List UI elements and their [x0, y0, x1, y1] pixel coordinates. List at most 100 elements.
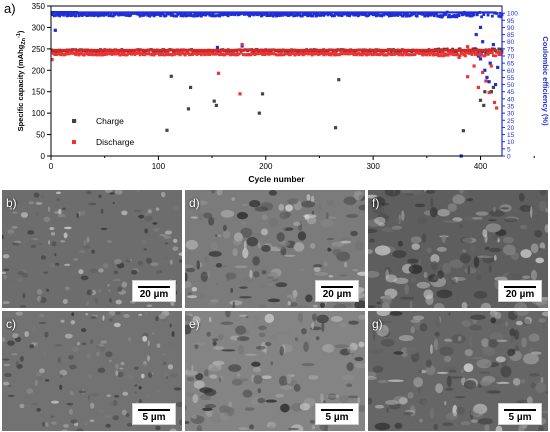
discharge-point — [310, 53, 314, 57]
efficiency-point — [465, 13, 468, 17]
efficiency-point — [279, 14, 283, 17]
efficiency-point — [406, 12, 409, 16]
sem-panel-d: d) 20 µm — [185, 190, 365, 308]
discharge-point — [156, 51, 160, 55]
efficiency-point — [497, 14, 501, 18]
y-left-tick-label: 100 — [32, 109, 46, 118]
discharge-point — [365, 53, 369, 57]
efficiency-point — [264, 12, 268, 16]
efficiency-series — [50, 10, 504, 158]
efficiency-point — [226, 14, 230, 18]
efficiency-point — [125, 13, 129, 17]
charge-outlier-point — [212, 99, 216, 103]
efficiency-point — [326, 13, 330, 17]
discharge-point — [338, 53, 342, 56]
efficiency-point — [274, 13, 277, 16]
discharge-point — [231, 53, 234, 57]
charge-point — [438, 50, 442, 54]
efficiency-point — [277, 14, 281, 17]
scale-bar-line — [321, 409, 353, 411]
scale-bar: 20 µm — [315, 280, 359, 302]
x-tick-label: 200 — [259, 162, 273, 171]
efficiency-point — [98, 13, 102, 17]
charge-outlier-point — [478, 98, 483, 102]
efficiency-point — [152, 14, 156, 18]
efficiency-point — [145, 12, 148, 16]
sem-texture-image — [185, 190, 365, 308]
discharge-point — [488, 51, 492, 55]
efficiency-point — [146, 13, 150, 17]
efficiency-point — [86, 14, 89, 18]
efficiency-point — [347, 12, 350, 16]
charge-outlier-point — [257, 111, 261, 115]
efficiency-point — [348, 14, 351, 18]
scale-bar-label: 20 µm — [322, 289, 352, 300]
efficiency-outlier-point — [491, 42, 496, 47]
discharge-point — [166, 51, 170, 55]
discharge-point — [90, 51, 94, 55]
efficiency-point — [291, 12, 295, 16]
discharge-point — [237, 52, 241, 56]
discharge-point — [425, 53, 429, 57]
y-left-axis-label: Specific capacity (mAhgZn-1) — [16, 30, 27, 131]
efficiency-point — [192, 14, 196, 18]
discharge-point — [451, 51, 455, 55]
efficiency-point — [188, 13, 191, 17]
discharge-point — [351, 51, 355, 55]
sem-panel-label: f) — [372, 196, 380, 210]
efficiency-point — [170, 12, 174, 15]
efficiency-point — [429, 13, 433, 17]
efficiency-point — [265, 14, 269, 18]
efficiency-point — [126, 12, 130, 16]
discharge-point — [446, 53, 450, 57]
efficiency-point — [239, 12, 243, 16]
charge-outlier-point — [169, 74, 173, 78]
efficiency-point — [271, 14, 275, 18]
scale-bar-line — [138, 286, 170, 288]
efficiency-point — [482, 13, 486, 16]
efficiency-outlier-point — [483, 68, 487, 72]
efficiency-outlier-point — [474, 32, 478, 37]
y-right-tick-label: 75 — [507, 46, 515, 53]
efficiency-point — [266, 12, 270, 16]
discharge-point — [430, 51, 434, 55]
discharge-outlier-point — [476, 85, 480, 90]
efficiency-point — [426, 14, 430, 18]
discharge-point — [100, 51, 103, 55]
y-right-tick-label: 50 — [507, 82, 515, 89]
scale-bar: 20 µm — [132, 280, 176, 302]
y-left-tick-label: 250 — [32, 45, 46, 54]
charge-outlier-point — [489, 90, 493, 94]
efficiency-point — [58, 14, 61, 18]
efficiency-point — [62, 13, 66, 17]
charge-point — [64, 50, 68, 54]
efficiency-point — [92, 14, 96, 18]
discharge-point — [401, 53, 405, 57]
efficiency-point — [499, 15, 503, 19]
charge-point — [395, 50, 399, 54]
efficiency-point — [444, 13, 448, 16]
discharge-point — [88, 51, 92, 55]
discharge-outlier-point — [457, 55, 461, 60]
efficiency-point — [319, 14, 322, 17]
discharge-point — [440, 51, 444, 54]
y-right-tick-label: 45 — [507, 89, 515, 96]
discharge-outlier-point — [487, 90, 491, 95]
y-right-tick-label: 65 — [507, 61, 515, 68]
efficiency-point — [382, 13, 386, 17]
efficiency-outlier-point — [53, 28, 57, 32]
y-right-tick-label: 10 — [507, 139, 515, 146]
charge-outlier-point — [165, 128, 169, 132]
efficiency-outlier-point — [487, 80, 491, 84]
discharge-outlier-point — [216, 71, 221, 75]
discharge-outlier-point — [472, 64, 476, 68]
legend-marker-charge — [72, 119, 76, 123]
discharge-point — [76, 51, 80, 55]
sem-panel-b: b) 20 µm — [2, 190, 182, 308]
discharge-outlier-point — [466, 45, 470, 49]
efficiency-outlier-point — [493, 82, 498, 87]
discharge-outlier-point — [489, 64, 493, 68]
scale-bar: 20 µm — [498, 280, 542, 302]
